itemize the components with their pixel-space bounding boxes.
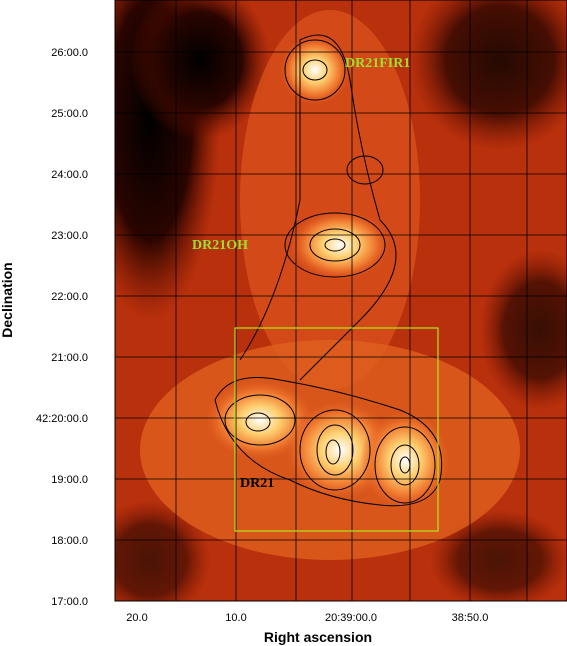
plot-frame [114,0,567,602]
tick-label: 42:20:00.0 [36,413,88,425]
annotation: DR21 [240,476,274,491]
tick-label: 17:00.0 [51,596,88,608]
tick-label: 10.0 [225,612,246,624]
tick-label: 20:39:00.0 [325,612,377,624]
region-box [234,327,439,532]
tick-label: 23:00.0 [51,230,88,242]
tick-label: 38:50.0 [452,612,489,624]
tick-label: 19:00.0 [51,474,88,486]
annotation: DR21OH [192,238,248,253]
tick-label: 24:00.0 [51,169,88,181]
tick-label: 21:00.0 [51,352,88,364]
intensity-map [115,0,567,601]
tick-label: 26:00.0 [51,47,88,59]
tick-label: 25:00.0 [51,108,88,120]
x-axis-label: Right ascension [264,629,372,645]
tick-label: 20.0 [126,612,147,624]
tick-label: 22:00.0 [51,291,88,303]
annotation: DR21FIR1 [345,56,410,71]
x-ticks: 20.0 10.0 20:39:00.0 38:50.0 [126,612,488,624]
contours [214,34,443,507]
y-axis-label: Declination [0,262,15,337]
coordinate-grid [115,0,567,601]
y-ticks: 26:00.0 25:00.0 24:00.0 23:00.0 22:00.0 21:00… [36,47,88,608]
tick-label: 18:00.0 [51,535,88,547]
